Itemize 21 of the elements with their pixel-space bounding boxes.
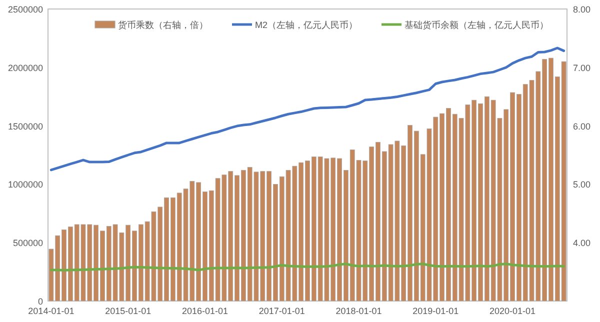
y-tick-label: 2000000 [8, 62, 43, 73]
x-tick-label: 2020-01-01 [490, 306, 536, 316]
y-tick-label: 1000000 [8, 180, 43, 190]
y-tick-label: 2500000 [8, 4, 43, 14]
y-tick-label: 500000 [12, 238, 43, 248]
legend-label: 货币乘数（右轴，倍） [118, 20, 208, 30]
y2-tick-label: 6.00 [573, 121, 591, 132]
x-tick-label: 2015-01-01 [105, 306, 152, 316]
y-tick-label: 0 [38, 296, 43, 306]
x-tick-label: 2018-01-01 [336, 306, 382, 316]
x-tick-label: 2019-01-01 [412, 306, 459, 316]
y2-tick-label: 8.00 [573, 4, 591, 14]
y2-tick-label: 5.00 [573, 180, 591, 190]
x-tick-label: 2016-01-01 [182, 306, 228, 316]
x-tick-label: 2014-01-01 [28, 306, 74, 316]
y2-tick-label: 4.00 [573, 238, 591, 248]
y-tick-label: 1500000 [8, 121, 43, 132]
legend-label: 基础货币余额（左轴，亿元人民币） [404, 20, 549, 30]
legend-label: M2（左轴，亿元人民币） [255, 20, 358, 30]
x-tick-label: 2017-01-01 [258, 306, 305, 316]
y2-tick-label: 7.00 [573, 62, 591, 73]
